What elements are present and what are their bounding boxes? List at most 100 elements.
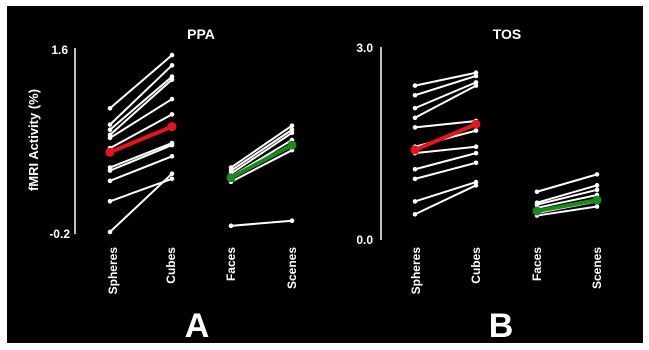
panel-b-object-subject-8-point-start [412, 166, 418, 172]
panel-b-object-mean-line [413, 122, 478, 152]
panel-b-face-scene-subject-4-line [536, 193, 598, 209]
panel-a-letter: A [185, 307, 210, 345]
panel-a-object-subject-8-point-start [107, 168, 113, 173]
panel-a-object-subject-5-point-start [107, 135, 113, 141]
panel-b-object-subject-5-point-start [412, 125, 418, 130]
panel-a: PPA fMRI Activity (%) 1.6 -0.2 Spheres C… [26, 26, 299, 345]
panel-b-x-tick-faces: Faces [530, 247, 544, 281]
panel-a-x-tick-spheres: Spheres [106, 247, 120, 295]
panel-a-title: PPA [187, 26, 215, 42]
panel-b-letter: B [489, 307, 514, 345]
panel-a-object-subject-1-point-start [107, 105, 113, 111]
panel-b-object-subject-10-point-start [412, 199, 418, 204]
panel-a-object-subject-10-point-end [169, 176, 175, 182]
panel-b-object-subject-11-point-end [473, 183, 479, 188]
panel-a-object-subject-2-line [109, 64, 173, 126]
panel-a-object-subject-4-point-end [169, 77, 175, 82]
panel-b-object-subject-1-line [414, 71, 477, 87]
panel-b-object-subject-10-line [414, 181, 477, 203]
panel-a-x-tick-cubes: Cubes [164, 247, 178, 284]
panel-a-face-scene-subject-7-line [230, 219, 293, 227]
panel-a-face-scene-subject-7-point-end [289, 218, 295, 224]
panel-b-object-subject-4-line [414, 84, 477, 119]
panel-b-object-subject-8-point-end [473, 150, 479, 156]
panel-b-object-subject-9-point-start [412, 176, 418, 182]
panel-a-face-scene-subject-7-point-start [228, 223, 234, 229]
panel-b-object-subject-9-line [414, 161, 477, 180]
panel-b-object-subject-11-point-start [412, 211, 418, 217]
panel-b-face-scene-subject-1-line [536, 173, 598, 193]
panel-b-face-scene-subject-6-point-end [594, 204, 600, 209]
panel-b-face-scene-subject-1-point-end [594, 172, 600, 177]
panel-a-x-tick-faces: Faces [224, 247, 238, 281]
panel-a-object-subject-11-point-start [107, 229, 113, 235]
panel-b-object-subject-4-point-end [473, 83, 479, 88]
panel-a-face-scene-subject-1-point-end [289, 123, 295, 128]
panel-a-face-scene-mean-line [229, 143, 294, 180]
panel-a-object-subject-6-line [109, 113, 173, 150]
panel-b-object-subject-4-point-start [412, 115, 418, 121]
panel-a-object-subject-5-point-end [169, 96, 175, 102]
panel-a-object-mean-line [108, 124, 174, 155]
panel-a-object-subject-1-line [109, 54, 173, 110]
panel-b-object-mean-point-start [410, 145, 420, 155]
panel-b-object-subject-1-point-start [412, 83, 418, 88]
panel-a-object-subject-7-line [109, 142, 173, 169]
panel-b-object-subject-7-point-end [473, 144, 479, 150]
panel-b-face-scene-subject-3-point-start [534, 202, 540, 207]
panel-a-y-axis-label: fMRI Activity (%) [26, 89, 41, 191]
panel-b-lines [410, 70, 602, 218]
panel-a-face-scene-subject-6-line [230, 149, 293, 183]
panel-b-face-scene-subject-3-line [536, 188, 598, 206]
panel-a-object-subject-2-point-start [107, 122, 113, 127]
panel-b-object-subject-3-point-start [412, 105, 418, 111]
panel-a-face-scene-subject-2-line [230, 128, 293, 172]
panel-a-object-subject-8-point-end [169, 142, 175, 148]
panel-b: TOS 3.0 0.0 Spheres Cubes Faces Scenes B [356, 26, 604, 345]
panel-a-y-tick-top: 1.6 [51, 43, 68, 57]
panel-a-face-scene-mean-point-end [287, 140, 297, 150]
panel-a-object-subject-9-point-end [169, 154, 175, 159]
panel-a-object-subject-10-point-start [107, 198, 113, 204]
figure-background [7, 6, 643, 343]
panel-b-object-subject-7-line [414, 145, 477, 155]
panel-a-y-tick-bottom: -0.2 [49, 227, 70, 241]
panel-a-object-subject-11-point-end [169, 171, 175, 176]
panel-a-object-subject-2-point-end [169, 63, 175, 68]
panel-a-face-scene-mean-point-start [226, 173, 236, 183]
panel-a-face-scene-subject-3-line [230, 131, 293, 175]
panel-a-face-scene-subject-3-point-end [289, 130, 295, 136]
panel-b-y-tick-top: 3.0 [356, 41, 373, 55]
panel-b-object-mean-point-end [471, 119, 481, 129]
panel-b-face-scene-subject-2-line [536, 184, 598, 204]
panel-b-face-scene-mean-point-end [592, 195, 602, 205]
panel-a-object-subject-3-point-start [107, 127, 113, 133]
panel-a-object-subject-6-point-end [169, 112, 175, 117]
panel-b-x-tick-scenes: Scenes [590, 247, 604, 289]
panel-b-object-subject-10-point-end [473, 179, 479, 185]
panel-a-object-subject-11-line [109, 172, 173, 233]
panel-b-object-subject-9-point-end [473, 160, 479, 166]
panel-b-object-subject-2-line [414, 74, 477, 97]
panel-b-face-scene-mean-line [535, 198, 599, 214]
panel-b-object-subject-3-point-end [473, 80, 479, 85]
panel-b-object-subject-5-line [414, 119, 477, 129]
panel-b-object-subject-2-point-end [473, 73, 479, 79]
panel-b-title: TOS [493, 26, 522, 42]
panel-b-face-scene-subject-1-point-start [534, 189, 540, 195]
panel-a-lines [105, 52, 297, 235]
panel-b-object-subject-2-point-start [412, 92, 418, 98]
panel-b-x-tick-cubes: Cubes [469, 247, 483, 284]
panel-b-object-subject-11-line [414, 184, 477, 216]
panel-b-object-subject-8-line [414, 152, 477, 171]
panel-b-face-scene-mean-point-start [532, 206, 542, 216]
panel-a-object-subject-3-line [109, 75, 173, 131]
panel-b-object-subject-1-point-end [473, 70, 479, 76]
panel-a-object-subject-9-line [109, 155, 173, 182]
panel-b-object-subject-3-line [414, 81, 477, 110]
panel-a-face-scene-subject-1-line [230, 124, 293, 169]
panel-a-object-subject-5-line [109, 98, 173, 139]
panel-b-face-scene-subject-2-point-end [594, 183, 600, 188]
panel-a-object-subject-9-point-start [107, 178, 113, 184]
